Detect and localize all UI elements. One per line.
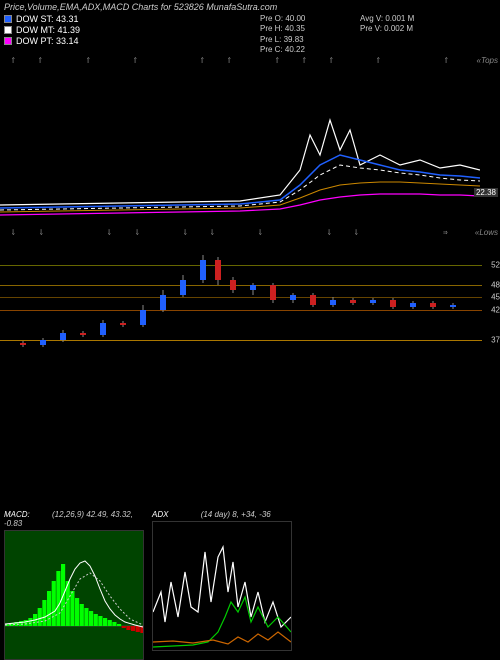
- grid-line: [0, 285, 482, 286]
- legend-text: DOW ST: 43.31: [16, 14, 79, 24]
- low-markers: ⇓⇓⇓⇓⇓⇓⇓⇓⇓⇒: [0, 228, 480, 240]
- legend-text: DOW MT: 41.39: [16, 25, 80, 35]
- price-value-label: 22.38: [474, 188, 498, 197]
- tops-axis-label: «Tops: [477, 56, 499, 65]
- top-markers: ⇑⇑⇑⇑⇑⇑⇑⇑⇑⇑⇑: [0, 56, 480, 68]
- grid-label: 37: [491, 336, 500, 345]
- grid-line: [0, 340, 482, 341]
- grid-line: [0, 265, 482, 266]
- adx-label: ADX: [152, 510, 168, 519]
- price-chart: 22.38: [0, 70, 500, 220]
- grid-line: [0, 297, 482, 298]
- grid-label: 52: [491, 261, 500, 270]
- candle-chart: 52 48 45 42 37: [0, 245, 500, 365]
- chart-title: Price,Volume,EMA,ADX,MACD Charts for 523…: [4, 2, 277, 12]
- grid-label: 48: [491, 281, 500, 290]
- grid-line: [0, 310, 482, 311]
- adx-chart: [152, 521, 292, 651]
- stats-prev-ohlc: Pre O: 40.00Pre H: 40.35Pre L: 39.83Pre …: [260, 14, 305, 56]
- grid-label: 45: [491, 293, 500, 302]
- legend-swatch: [4, 15, 12, 23]
- macd-chart: [4, 530, 144, 660]
- lows-axis-label: «Lows: [475, 228, 498, 237]
- legend: DOW ST: 43.31DOW MT: 41.39DOW PT: 33.14: [4, 14, 80, 47]
- legend-swatch: [4, 26, 12, 34]
- grid-label: 42: [491, 306, 500, 315]
- macd-label: MACD:: [4, 510, 30, 519]
- stats-volume: Avg V: 0.001 MPre V: 0.002 M: [360, 14, 414, 35]
- indicator-row: MACD: (12,26,9) 42.49, 43.32, -0.83 ADX …: [4, 510, 292, 660]
- legend-text: DOW PT: 33.14: [16, 36, 79, 46]
- macd-box: MACD: (12,26,9) 42.49, 43.32, -0.83: [4, 510, 144, 660]
- adx-box: ADX (14 day) 8, +34, -36: [152, 510, 292, 660]
- adx-values: (14 day) 8, +34, -36: [201, 510, 271, 519]
- legend-swatch: [4, 37, 12, 45]
